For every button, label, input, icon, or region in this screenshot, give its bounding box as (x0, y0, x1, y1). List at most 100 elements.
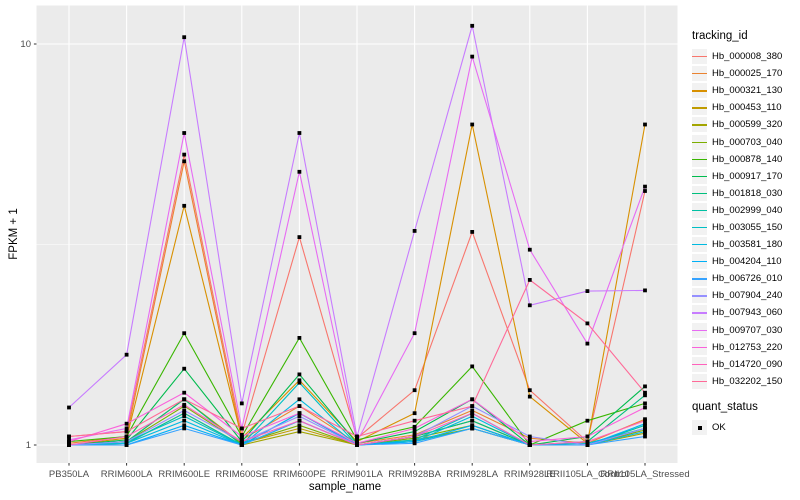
data-point (643, 122, 647, 127)
legend-item: Hb_001818_030 (692, 185, 782, 202)
legend-key (692, 322, 707, 338)
x-tick-label: RRIM901LA (331, 469, 383, 480)
data-point (297, 131, 302, 135)
legend-item-label: Hb_007904_240 (712, 290, 783, 302)
data-point (470, 404, 475, 408)
data-point (470, 364, 475, 369)
legend-line-swatch (692, 56, 707, 58)
data-point (297, 426, 302, 431)
data-point (585, 289, 590, 293)
data-point (297, 378, 302, 383)
legend-item-label: Hb_000025_170 (712, 68, 783, 80)
data-point (585, 418, 590, 423)
legend-line-swatch (692, 312, 707, 314)
data-point (182, 411, 187, 416)
legend-key (692, 185, 707, 201)
x-tick-label: PB350LA (49, 469, 90, 480)
legend-item: Hb_012753_220 (692, 339, 782, 356)
legend-quant-rows: OK (692, 419, 726, 436)
data-point (67, 443, 71, 447)
data-point (470, 230, 475, 234)
data-point (470, 423, 475, 428)
x-tick-label: RRIM600SE (215, 469, 268, 480)
data-point (124, 426, 129, 431)
data-point (239, 434, 244, 439)
data-point (643, 393, 647, 398)
legend-item-label: Hb_006726_010 (712, 273, 783, 285)
legend-item: Hb_014720_090 (692, 356, 782, 373)
legend-line-swatch (692, 175, 707, 177)
legend-key (692, 117, 707, 133)
legend-item-label: Hb_032202_150 (712, 375, 783, 387)
legend-item: Hb_003581_180 (692, 236, 782, 253)
legend-key (692, 254, 707, 270)
legend-line-swatch (692, 278, 707, 280)
data-point (527, 434, 532, 439)
legend-line-swatch (692, 226, 707, 229)
legend-item-label: Hb_000703_040 (712, 136, 783, 148)
data-point (297, 418, 302, 423)
data-point (124, 434, 129, 439)
legend-line-swatch (692, 192, 707, 195)
data-point (297, 372, 302, 377)
data-point (412, 388, 417, 393)
legend-item: Hb_002999_040 (692, 202, 782, 219)
data-point (297, 404, 302, 408)
legend-line-swatch (692, 107, 707, 109)
data-point (412, 229, 417, 233)
data-point (182, 366, 187, 371)
legend-key (692, 271, 707, 287)
legend-key (692, 356, 707, 372)
data-point (470, 408, 475, 413)
data-point (470, 397, 475, 402)
legend-line-swatch (692, 90, 707, 92)
data-point (297, 411, 302, 416)
legend-item-label: Hb_000321_130 (712, 85, 783, 97)
data-point (643, 401, 647, 406)
legend-item-label: Hb_007943_060 (712, 307, 783, 319)
data-point (527, 303, 532, 308)
legend-key (692, 134, 707, 150)
data-point (643, 184, 647, 189)
data-point (643, 434, 647, 439)
legend-item: Hb_032202_150 (692, 373, 782, 390)
x-tick-label: RRIM600LE (158, 469, 210, 480)
legend-item-label: Hb_003055_150 (712, 221, 783, 233)
legend-key (692, 100, 707, 116)
data-point (643, 426, 647, 431)
data-point (297, 397, 302, 402)
legend-key (692, 49, 707, 65)
data-point (470, 411, 475, 416)
data-point (182, 35, 187, 40)
data-point (297, 169, 302, 174)
legend-item: Hb_003055_150 (692, 219, 782, 236)
data-point (527, 439, 532, 444)
legend-key (692, 288, 707, 304)
data-point (297, 235, 302, 239)
x-axis-title: sample_name (308, 481, 382, 493)
legend-key (692, 237, 707, 253)
x-tick-label: RRII105LA_Stressed (600, 469, 689, 480)
legend-item-label: Hb_000917_170 (712, 170, 783, 182)
square-marker-icon (697, 425, 702, 430)
data-point (470, 426, 475, 431)
data-point (67, 434, 71, 439)
data-point (585, 341, 590, 346)
data-point (585, 434, 590, 439)
legend-item-label: Hb_004204_110 (712, 256, 782, 268)
data-point (585, 321, 590, 326)
data-point (297, 336, 302, 340)
data-point (182, 414, 187, 419)
legend-key (692, 339, 707, 355)
legend-key (692, 202, 707, 218)
legend-key (692, 66, 707, 82)
data-point (470, 122, 475, 127)
x-tick-label: RRIM600PE (273, 469, 326, 480)
legend-line-swatch (692, 244, 707, 246)
x-tick-label: RRIM928LA (446, 469, 498, 480)
data-point (124, 443, 129, 447)
data-point (412, 418, 417, 423)
data-point (182, 131, 187, 135)
legend-item-label: Hb_000878_140 (712, 153, 783, 165)
legend-key (692, 373, 707, 389)
